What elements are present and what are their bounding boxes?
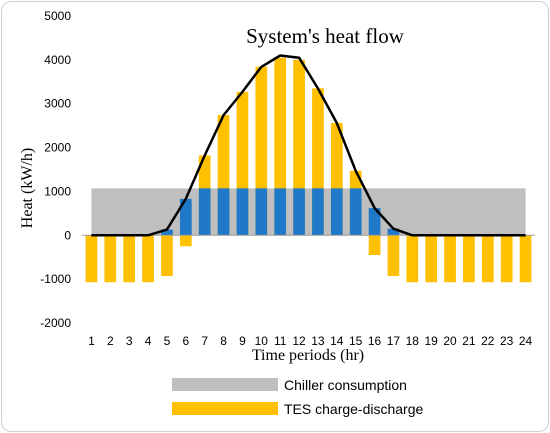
blue-bar-7 (198, 188, 211, 236)
x-tick-label: 23 (500, 334, 514, 348)
tes-bar-9 (236, 91, 249, 236)
legend: Chiller consumption TES charge-discharge (172, 377, 424, 417)
blue-bar-6 (179, 198, 192, 236)
x-tick-label: 19 (425, 334, 439, 348)
y-tick-label: -1000 (40, 272, 71, 286)
x-tick-label: 1 (88, 334, 95, 348)
x-tick-label: 11 (274, 334, 287, 348)
x-tick-label: 3 (126, 334, 133, 348)
tes-bar-18 (406, 235, 419, 283)
y-tick-label: 1000 (44, 184, 71, 198)
y-tick-label: 0 (64, 228, 71, 242)
tes-bar-6 (179, 235, 192, 247)
x-axis-label: Time periods (hr) (252, 347, 364, 364)
blue-bar-10 (255, 188, 268, 236)
blue-bar-9 (236, 188, 249, 236)
tes-bar-2 (104, 235, 117, 283)
x-tick-label: 10 (255, 334, 269, 348)
blue-bar-16 (368, 208, 381, 236)
heat-flow-line (91, 54, 526, 237)
tes-bar-12 (293, 59, 305, 236)
blue-bar-13 (312, 188, 324, 236)
chart-title: System's heat flow (246, 24, 405, 48)
bars-layer (85, 57, 532, 283)
x-tick-label: 5 (164, 334, 171, 348)
tes-bar-17 (387, 235, 400, 277)
legend-swatch-chiller (172, 378, 278, 391)
y-axis-label: Heat (kW/h) (19, 148, 36, 228)
blue-bar-14 (330, 188, 343, 236)
tes-bar-5 (161, 235, 173, 277)
tes-bar-21 (463, 235, 475, 283)
tes-bar-23 (500, 235, 513, 283)
blue-bar-17 (387, 228, 400, 236)
tes-bar-19 (425, 235, 438, 283)
tes-bar-16 (368, 235, 381, 256)
x-tick-label: 21 (462, 334, 476, 348)
x-tick-label: 13 (311, 334, 325, 348)
x-tick-label: 7 (201, 334, 208, 348)
line-layer (91, 54, 526, 237)
x-tick-label: 9 (239, 334, 246, 348)
x-tick-label: 15 (349, 334, 363, 348)
tes-bar-24 (519, 235, 532, 283)
x-tick-label: 6 (182, 334, 189, 348)
blue-bar-5 (161, 229, 173, 236)
x-tick-label: 20 (443, 334, 457, 348)
tes-bar-10 (255, 66, 268, 236)
blue-bar-8 (217, 188, 230, 236)
x-tick-label: 24 (519, 334, 533, 348)
legend-label-tes: TES charge-discharge (284, 401, 424, 417)
x-tick-label: 12 (292, 334, 306, 348)
tes-bar-13 (312, 88, 324, 236)
legend-label-chiller: Chiller consumption (284, 377, 407, 393)
x-tick-label: 4 (145, 334, 152, 348)
blue-bar-11 (274, 188, 287, 236)
chiller-area (91, 188, 526, 236)
tes-bar-4 (142, 235, 154, 283)
x-tick-label: 22 (481, 334, 495, 348)
tes-bar-14 (330, 123, 343, 236)
x-tick-label: 14 (330, 334, 344, 348)
x-tick-label: 16 (368, 334, 382, 348)
tes-bar-1 (85, 235, 98, 283)
tes-bar-8 (217, 115, 230, 236)
tes-bar-20 (444, 235, 456, 283)
y-tick-label: -2000 (40, 316, 71, 330)
tes-bar-22 (481, 235, 494, 283)
tes-bar-11 (274, 57, 287, 236)
y-tick-label: 3000 (44, 97, 71, 111)
x-tick-label: 8 (220, 334, 227, 348)
y-tick-label: 4000 (44, 53, 71, 67)
blue-bar-12 (293, 188, 305, 236)
legend-swatch-tes (172, 402, 278, 415)
x-tick-label: 2 (107, 334, 114, 348)
y-tick-label: 5000 (44, 9, 71, 23)
chiller-area-layer (91, 188, 526, 236)
x-tick-label: 17 (387, 334, 401, 348)
blue-bar-15 (349, 188, 362, 236)
y-tick-label: 2000 (44, 141, 71, 155)
x-tick-label: 18 (406, 334, 420, 348)
tes-bar-3 (123, 235, 136, 283)
